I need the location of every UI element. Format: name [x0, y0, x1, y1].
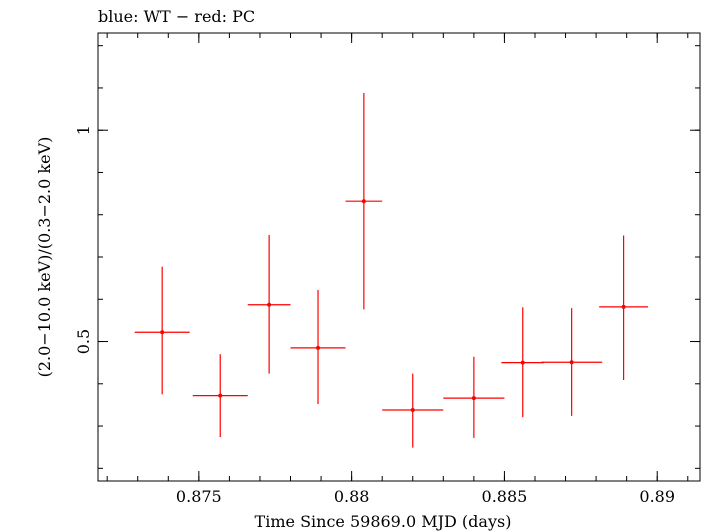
- point-marker: [410, 407, 415, 412]
- data-point: [290, 289, 346, 405]
- data-point: [345, 93, 383, 310]
- data-point: [134, 266, 190, 395]
- point-marker: [361, 199, 366, 204]
- point-marker: [160, 330, 165, 335]
- plot-frame: [97, 32, 701, 482]
- x-tick-label: 0.875: [176, 487, 222, 506]
- x-tick-label: 0.885: [482, 487, 528, 506]
- data-point: [541, 308, 603, 416]
- data-point: [382, 373, 444, 448]
- data-point: [443, 356, 505, 438]
- data-point: [192, 354, 248, 438]
- point-marker: [218, 393, 223, 398]
- point-marker: [569, 360, 574, 365]
- point-marker: [471, 396, 476, 401]
- point-marker: [520, 360, 525, 365]
- point-marker: [621, 304, 626, 309]
- point-marker: [316, 345, 321, 350]
- y-tick-label: 0.5: [74, 329, 93, 354]
- x-tick-label: 0.88: [334, 487, 370, 506]
- x-tick-label: 0.89: [639, 487, 675, 506]
- x-axis-label: Time Since 59869.0 MJD (days): [255, 512, 512, 531]
- axis-tick-labels: 0.875 0.88 0.885 0.89 0.5 1: [74, 125, 675, 506]
- point-marker: [267, 302, 272, 307]
- y-tick-label: 1: [74, 125, 93, 135]
- data-point: [599, 235, 649, 380]
- chart-title: blue: WT − red: PC: [98, 7, 255, 26]
- data-point: [501, 307, 545, 418]
- axis-ticks: [98, 33, 700, 481]
- data-series-pc: [134, 93, 649, 448]
- data-point: [247, 235, 291, 374]
- y-axis-label: (2.0−10.0 keV)/(0.3−2.0 keV): [35, 137, 54, 378]
